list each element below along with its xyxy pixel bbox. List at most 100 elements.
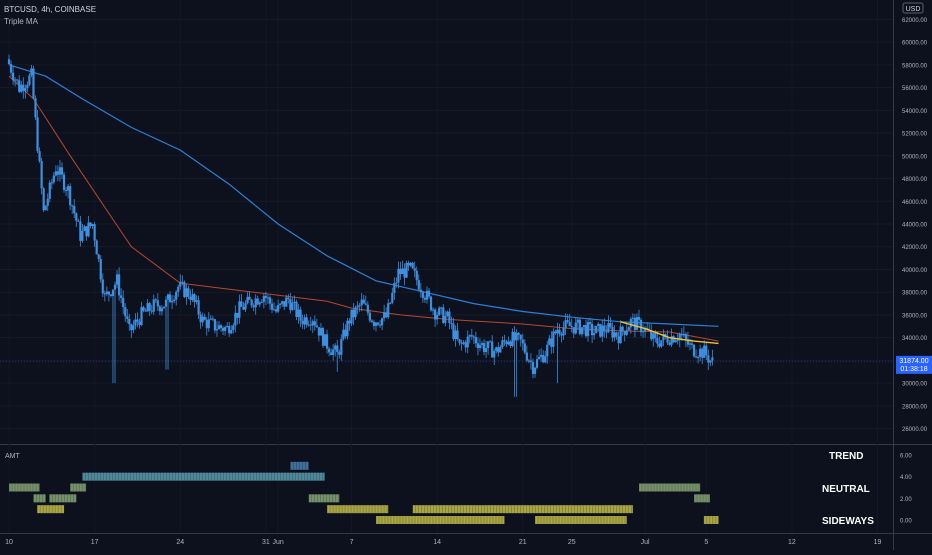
candle-body <box>122 297 125 308</box>
currency-badge-frame[interactable] <box>902 2 924 14</box>
candle-body <box>682 333 685 336</box>
candle-body <box>287 297 290 300</box>
candle-body <box>89 222 92 226</box>
candle-body <box>672 336 675 343</box>
candle-body <box>556 329 559 334</box>
price-tick-label: 58000.00 <box>902 63 928 69</box>
candle-body <box>423 297 427 300</box>
candle-body <box>44 205 47 211</box>
candle-body <box>327 348 331 353</box>
candle-body <box>199 314 202 323</box>
candle-body <box>50 182 53 184</box>
candle-body <box>652 333 655 340</box>
candle-body <box>523 343 526 353</box>
candle-body <box>697 356 700 358</box>
candle-body <box>270 303 274 310</box>
indicator-title[interactable]: Triple MA <box>4 17 39 26</box>
candle-body <box>405 262 408 278</box>
price-tick-label: 60000.00 <box>902 41 928 47</box>
candle-body <box>213 319 217 331</box>
candle-body <box>156 300 159 307</box>
candle-body <box>81 230 84 241</box>
candle-body <box>246 296 249 304</box>
candle-body <box>684 333 687 340</box>
candle-body <box>633 317 637 330</box>
price-tick-label: 46000.00 <box>902 200 928 206</box>
candle-body <box>572 327 575 334</box>
candle-body <box>46 198 49 206</box>
time-tick-label: Jul <box>641 539 650 546</box>
time-tick-label: 21 <box>519 539 527 546</box>
candle-body <box>389 302 392 304</box>
candle-body <box>240 301 243 307</box>
time-tick-label: 14 <box>433 539 441 546</box>
candle-body <box>311 321 314 326</box>
price-tick-label: 40000.00 <box>902 268 928 274</box>
candle-body <box>279 303 282 305</box>
candle-body <box>366 304 369 313</box>
last-price-value: 31874.00 <box>899 358 928 365</box>
candle-body <box>419 289 422 293</box>
price-tick-label: 44000.00 <box>902 223 928 229</box>
candle-body <box>401 268 404 274</box>
candle-body <box>58 167 62 175</box>
candle-body <box>399 268 402 274</box>
candle-body <box>666 337 669 343</box>
candle-body <box>281 301 284 304</box>
candle-body <box>291 302 294 311</box>
candle-body <box>425 290 429 300</box>
price-tick-label: 26000.00 <box>902 427 928 433</box>
candle-body <box>515 332 518 341</box>
indicator-axis[interactable]: 6.00 4.00 2.00 0.00 <box>900 454 912 525</box>
candle-body <box>193 294 196 302</box>
candle-body <box>285 297 288 307</box>
symbol-title[interactable]: BTCUSD, 4h, COINBASE <box>4 5 96 14</box>
candle-body <box>478 344 482 349</box>
time-tick-label: Jun <box>272 539 283 546</box>
indicator-tick-label: 6.00 <box>900 454 912 460</box>
candle-body <box>660 340 663 347</box>
candle-body <box>701 348 704 358</box>
candle-body <box>639 319 643 333</box>
candle-body <box>132 325 135 331</box>
candle-body <box>364 303 367 305</box>
ma-fast-line-group <box>620 321 719 345</box>
candle-body <box>709 360 712 363</box>
candle-body <box>529 360 533 362</box>
price-tick-label: 34000.00 <box>902 336 928 342</box>
candle-body <box>189 296 192 300</box>
candle-body <box>552 331 555 347</box>
candle-body <box>217 325 221 330</box>
candle-body <box>540 354 543 358</box>
candle-body <box>7 59 11 65</box>
last-price-badge <box>896 355 932 374</box>
candle-body <box>319 328 323 336</box>
ma-slow-line <box>8 64 719 327</box>
candle-body <box>20 84 23 92</box>
candle-body <box>264 295 267 298</box>
candle-body <box>495 347 498 352</box>
candle-body <box>185 288 188 298</box>
indicator-pane-title[interactable]: AMT <box>5 453 21 460</box>
candle-body <box>234 312 237 326</box>
candle-body <box>650 330 653 340</box>
candle-body <box>635 316 639 330</box>
currency-badge[interactable]: USD <box>906 6 921 13</box>
time-axis[interactable]: 10 17 24 31 Jun 7 14 21 25 Jul 5 12 19 <box>5 539 881 546</box>
candle-body <box>503 340 506 342</box>
candle-body <box>126 316 129 319</box>
candle-body <box>248 296 251 300</box>
candle-body <box>262 295 265 302</box>
candle-body <box>303 317 306 325</box>
candle-body <box>215 329 219 331</box>
candle-body <box>521 339 524 344</box>
candle-body <box>391 292 394 303</box>
candle-body <box>466 336 469 348</box>
bar-countdown: 01:38:18 <box>900 366 927 373</box>
candle-body <box>617 336 620 344</box>
candle-body <box>591 323 594 336</box>
candle-body <box>334 345 337 350</box>
candle-body <box>568 321 571 327</box>
